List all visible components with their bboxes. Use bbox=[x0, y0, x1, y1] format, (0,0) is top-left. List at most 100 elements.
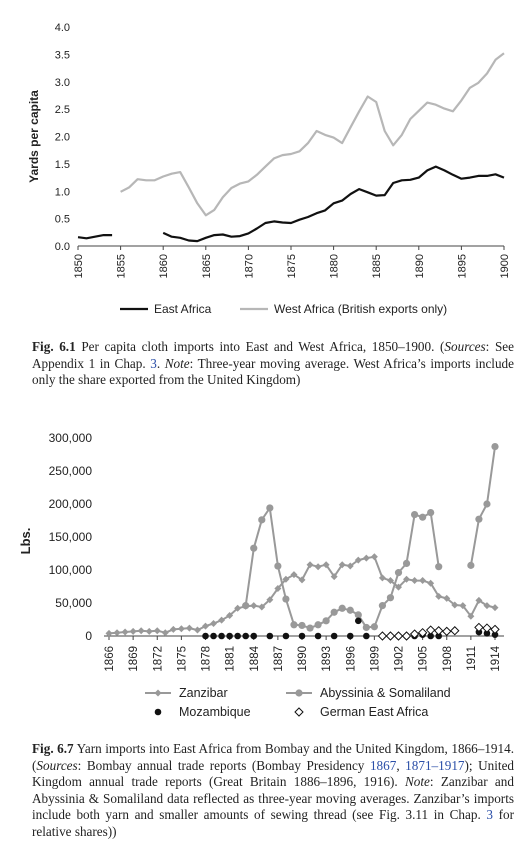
data-point bbox=[282, 632, 290, 640]
x-tick-label: 1900 bbox=[499, 254, 511, 278]
data-point bbox=[475, 515, 483, 523]
data-point bbox=[491, 631, 499, 638]
series-line bbox=[77, 234, 113, 240]
data-point bbox=[354, 556, 362, 564]
data-point bbox=[483, 500, 491, 508]
chapter-link[interactable]: 3 bbox=[150, 355, 157, 371]
data-point bbox=[298, 576, 306, 584]
data-point bbox=[467, 561, 475, 569]
data-point bbox=[338, 604, 346, 612]
data-point bbox=[378, 574, 386, 582]
data-point bbox=[403, 575, 411, 583]
x-tick-label: 1890 bbox=[414, 254, 426, 278]
y-tick-label: 250,000 bbox=[49, 464, 93, 478]
legend-label-east-africa: East Africa bbox=[154, 302, 212, 316]
y-tick-label: 3.0 bbox=[55, 77, 70, 89]
data-point bbox=[419, 513, 427, 521]
y-tick-label: 2.5 bbox=[55, 104, 70, 116]
data-point bbox=[378, 602, 387, 610]
y-tick-label: 3.5 bbox=[55, 49, 70, 61]
data-point bbox=[210, 619, 218, 627]
data-point bbox=[282, 595, 290, 603]
data-point bbox=[121, 628, 129, 636]
data-point bbox=[290, 621, 298, 629]
x-tick-label: 1866 bbox=[104, 646, 116, 672]
legend-label-zanzibar: Zanzibar bbox=[179, 686, 228, 700]
x-tick-label: 1869 bbox=[128, 646, 140, 672]
caption-text: for relative shares)) bbox=[32, 807, 514, 839]
data-point bbox=[266, 596, 274, 604]
y-tick-label: 100,000 bbox=[49, 563, 93, 577]
data-point bbox=[306, 624, 314, 632]
data-point bbox=[402, 559, 411, 567]
data-point bbox=[370, 553, 378, 561]
data-point bbox=[427, 632, 434, 640]
legend-label-mozambique: Mozambique bbox=[179, 705, 251, 719]
x-tick-label: 1875 bbox=[176, 646, 188, 672]
data-point bbox=[266, 632, 274, 640]
x-tick-label: 1870 bbox=[243, 254, 255, 278]
reference-link-1867[interactable]: 1867 bbox=[369, 757, 397, 773]
data-point bbox=[435, 563, 443, 571]
data-point bbox=[450, 626, 460, 636]
data-point bbox=[193, 626, 201, 634]
data-point bbox=[294, 707, 304, 717]
data-point bbox=[409, 629, 420, 639]
caption-text: ); United Kingdom annual trade reports (… bbox=[32, 757, 515, 790]
y-tick-label: 50,000 bbox=[55, 596, 92, 610]
data-point bbox=[145, 627, 153, 635]
data-point bbox=[250, 602, 258, 610]
data-point bbox=[234, 604, 242, 612]
chart-fig-6-1: Yards per capita 0.0 0.5 1.0 1.5 2.0 2.5 3.0 3.5… bbox=[27, 22, 511, 316]
caption-text: . bbox=[156, 355, 165, 371]
caption-text: : Three-year moving average. West Africa… bbox=[32, 355, 515, 388]
data-point bbox=[346, 632, 354, 640]
series-zanzibar bbox=[105, 553, 499, 637]
series-east-africa bbox=[77, 165, 505, 243]
data-point bbox=[314, 563, 322, 571]
x-tick-label: 1902 bbox=[394, 646, 406, 672]
data-point bbox=[314, 632, 322, 640]
data-point bbox=[322, 617, 330, 625]
data-point bbox=[234, 632, 241, 640]
data-point bbox=[354, 611, 362, 619]
x-tick-label: 1905 bbox=[418, 646, 430, 672]
data-point bbox=[410, 510, 419, 519]
series-line bbox=[120, 52, 505, 217]
legend: Zanzibar Abyssinia & Somaliland Mozambique… bbox=[145, 686, 451, 719]
data-point bbox=[258, 603, 266, 611]
y-tick-label: 200,000 bbox=[49, 497, 93, 511]
data-point bbox=[105, 629, 113, 637]
data-point bbox=[346, 562, 354, 570]
data-point bbox=[177, 625, 185, 633]
data-point bbox=[330, 608, 338, 616]
data-point bbox=[226, 612, 234, 620]
data-point bbox=[274, 562, 282, 570]
legend-label-west-africa: West Africa (British exports only) bbox=[274, 302, 447, 316]
y-axis-label: Lbs. bbox=[18, 528, 33, 555]
legend: East Africa West Africa (British exports … bbox=[120, 302, 447, 316]
reference-link-1871-1917[interactable]: 1871–1917 bbox=[405, 757, 465, 773]
data-point bbox=[483, 630, 491, 637]
caption-note: Note bbox=[404, 774, 430, 790]
y-tick-label: 300,000 bbox=[49, 431, 93, 445]
data-point bbox=[411, 577, 419, 585]
y-tick-label: 0.0 bbox=[55, 241, 70, 253]
figure-label: Fig. 6.1 bbox=[32, 339, 76, 354]
data-point bbox=[266, 504, 274, 512]
data-point bbox=[314, 621, 322, 629]
data-point bbox=[322, 561, 330, 569]
data-point bbox=[137, 627, 145, 635]
data-point bbox=[362, 554, 370, 562]
data-point bbox=[306, 561, 314, 569]
data-point bbox=[242, 602, 250, 610]
data-point bbox=[338, 561, 346, 569]
chapter-link[interactable]: 3 bbox=[486, 807, 493, 823]
x-tick-label: 1881 bbox=[225, 646, 237, 672]
data-point bbox=[298, 621, 306, 630]
x-tick-label: 1850 bbox=[73, 254, 85, 278]
data-point bbox=[250, 632, 258, 640]
caption-text: : Bombay annual trade reports (Bombay Pr… bbox=[77, 757, 370, 773]
data-point bbox=[377, 631, 388, 641]
data-point bbox=[425, 625, 436, 635]
